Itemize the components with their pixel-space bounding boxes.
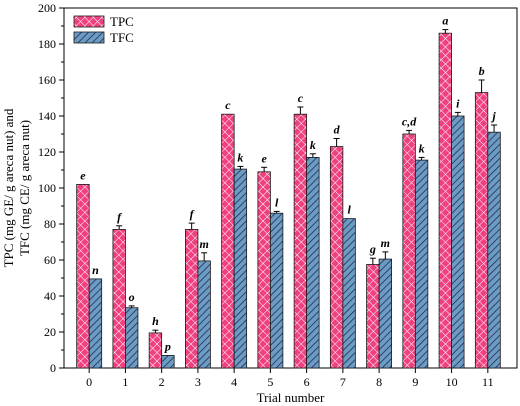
y-tick-label: 200 — [38, 1, 56, 15]
significance-letter: l — [347, 203, 351, 217]
y-tick-label: 160 — [38, 73, 56, 87]
tfc-bar — [306, 156, 320, 369]
tpc-bar — [112, 228, 126, 369]
significance-letter: f — [117, 210, 122, 224]
tpc-bar — [438, 32, 452, 369]
x-tick-label: 8 — [376, 375, 382, 389]
y-tick-label: 40 — [44, 289, 56, 303]
tfc-bar — [342, 218, 356, 369]
y-tick-label: 140 — [38, 109, 56, 123]
axis-titles: Trial number TPC (mg GE/ g areca nut) and… — [1, 108, 325, 405]
significance-letter: c — [298, 91, 304, 105]
significance-letter: d — [334, 123, 341, 137]
significance-letter: m — [381, 236, 390, 250]
tpc-bar — [474, 92, 489, 369]
significance-letter: j — [490, 109, 496, 123]
y-tick-label: 120 — [38, 145, 56, 159]
plot-area: 0 20 40 60 80 100 120 140 160 180 200 0 e n 1 f o 2 hp 3 f m 4… — [38, 1, 518, 389]
tpc-bar — [402, 133, 416, 369]
x-tick-label: 11 — [482, 375, 494, 389]
significance-letter: e — [80, 168, 86, 182]
tpc-bar — [185, 228, 199, 369]
x-axis-title: Trial number — [257, 390, 325, 405]
significance-letter: a — [442, 14, 448, 28]
significance-letter: m — [199, 237, 208, 251]
y-tick-label: 20 — [44, 325, 56, 339]
tfc-bar — [125, 307, 139, 369]
significance-letter: k — [310, 138, 316, 152]
significance-letter: c — [225, 98, 231, 112]
significance-letter: k — [419, 141, 425, 155]
x-tick-label: 9 — [412, 375, 418, 389]
y-tick-label: 180 — [38, 37, 56, 51]
tfc-bar — [197, 260, 211, 369]
y-tick-label: 0 — [50, 361, 56, 375]
tpc-bar — [366, 264, 380, 369]
significance-letter: i — [456, 96, 460, 110]
tpc-bar — [293, 113, 308, 369]
legend-swatch — [73, 15, 105, 28]
tpc-bar — [221, 113, 235, 369]
significance-letter: l — [275, 195, 279, 209]
significance-letter: f — [190, 207, 195, 221]
tfc-bar — [414, 159, 429, 369]
y-axis-title-line-1: TPC (mg GE/ g areca nut) and — [1, 108, 16, 267]
tfc-bar — [233, 168, 248, 369]
significance-letter: e — [261, 151, 267, 165]
tpc-bar — [257, 171, 271, 369]
y-axis-title-line-2: TFC (mg CE/ g areca nut) — [17, 120, 32, 256]
legend-label: TFC — [110, 30, 134, 45]
x-tick-label: 7 — [340, 375, 346, 389]
y-tick-label: 80 — [44, 217, 56, 231]
x-tick-label: 4 — [231, 375, 237, 389]
tfc-bar — [378, 258, 393, 369]
significance-letter: b — [479, 64, 485, 78]
tpc-bar — [329, 146, 344, 369]
x-tick-label: 1 — [122, 375, 128, 389]
significance-letter: g — [369, 242, 376, 256]
legend-label: TPC — [110, 14, 134, 29]
x-tick-label: 3 — [195, 375, 201, 389]
tpc-bar — [148, 332, 163, 369]
x-tick-label: 10 — [446, 375, 458, 389]
x-tick-label: 6 — [304, 375, 310, 389]
tfc-bar — [88, 278, 103, 369]
significance-letter: p — [164, 339, 171, 353]
x-tick-label: 0 — [86, 375, 92, 389]
y-tick-label: 60 — [44, 253, 56, 267]
significance-letter: o — [129, 290, 135, 304]
x-tick-label: 5 — [267, 375, 273, 389]
y-tick-label: 100 — [38, 181, 56, 195]
significance-letter: n — [92, 263, 99, 277]
significance-letter: h — [152, 314, 159, 328]
tfc-bar — [451, 115, 465, 369]
tfc-bar — [269, 212, 284, 369]
x-tick-label: 2 — [159, 375, 165, 389]
legend-swatch — [73, 31, 105, 44]
tfc-bar — [161, 354, 175, 369]
tfc-bar — [487, 131, 501, 369]
significance-letter: c,d — [402, 114, 417, 128]
significance-letter: k — [237, 150, 243, 164]
tpc-bar — [76, 183, 90, 369]
